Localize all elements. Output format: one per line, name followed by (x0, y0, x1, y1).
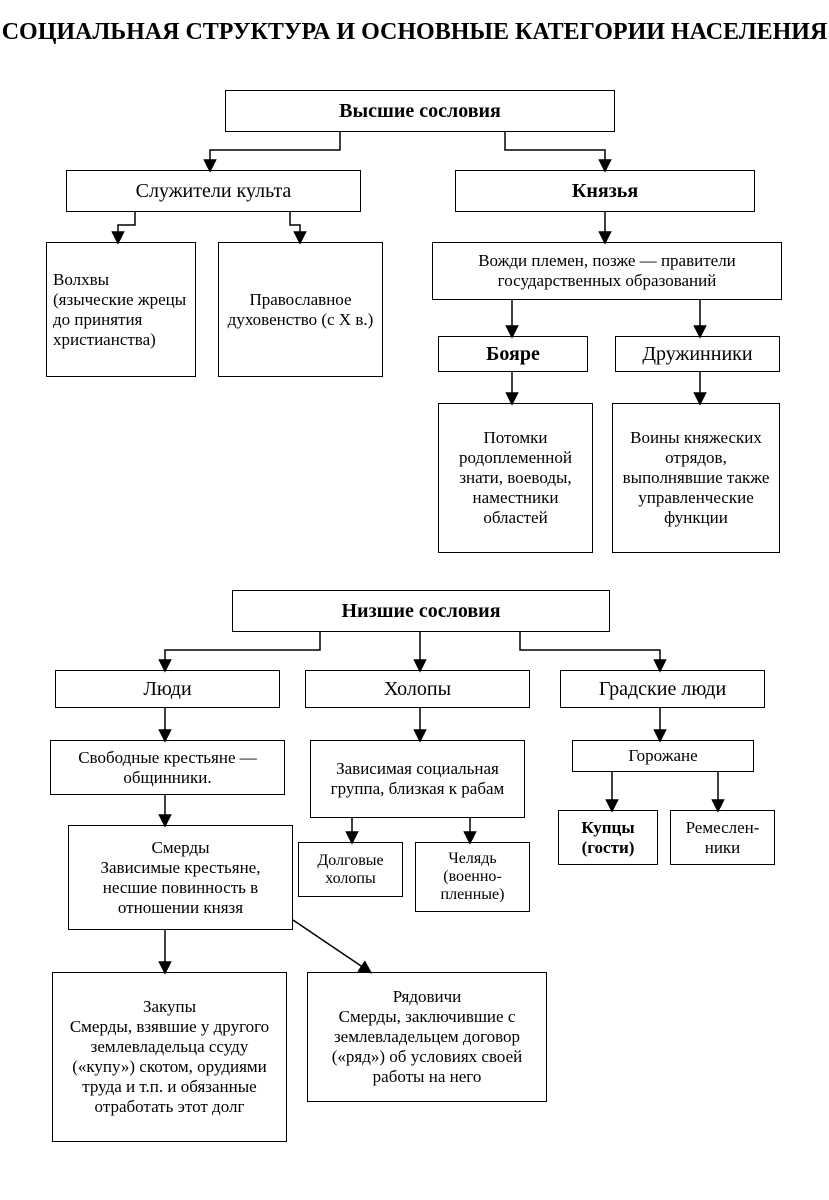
node-craftsmen: Ремеслен­ники (670, 810, 775, 865)
node-chelyad: Челядь (военно­пленные) (415, 842, 530, 912)
node-serfs_group: Зависимая социальная группа, близкая к р… (310, 740, 525, 818)
node-people: Люди (55, 670, 280, 708)
node-princes: Князья (455, 170, 755, 212)
edge-3 (290, 212, 300, 242)
node-townsmen: Градские люди (560, 670, 765, 708)
node-boyars_desc: Потомки родоплемен­ной знати, воеводы, н… (438, 403, 593, 553)
edge-0 (210, 132, 340, 170)
node-ryadovichi: РядовичиСмерды, заключившие с землевладе… (307, 972, 547, 1102)
node-druzh: Дружинники (615, 336, 780, 372)
edge-2 (118, 212, 135, 242)
edge-21 (293, 920, 370, 972)
node-kholopy: Холопы (305, 670, 530, 708)
edge-1 (505, 132, 605, 170)
node-free_peasants: Свободные крестьяне — общинники. (50, 740, 285, 795)
node-druzh_desc: Воины княжеских отрядов, выполнявшие так… (612, 403, 780, 553)
edge-11 (520, 632, 660, 670)
node-orthodox: Православное духовенство (с X в.) (218, 242, 383, 377)
node-volkhvy: Волхвы (языческие жрецы до принятия хрис… (46, 242, 196, 377)
node-debt_kholopy: Долговые холопы (298, 842, 403, 897)
edge-9 (165, 632, 320, 670)
diagram-root: { "style":{ "type":"flowchart", "page_wi… (0, 0, 829, 1200)
node-citizens: Горожане (572, 740, 754, 772)
node-top_estates: Высшие сословия (225, 90, 615, 132)
node-smerdy: СмердыЗависимые крестьяне, несшие повинн… (68, 825, 293, 930)
node-low_estates: Низшие сословия (232, 590, 610, 632)
node-chiefs: Вожди племен, позже — правители государс… (432, 242, 782, 300)
node-clergy: Служители культа (66, 170, 361, 212)
node-zakupy: ЗакупыСмерды, взявшие у другого землевла… (52, 972, 287, 1142)
diagram-title: СОЦИАЛЬНАЯ СТРУКТУРА И ОСНОВНЫЕ КАТЕГОРИ… (0, 18, 829, 47)
node-merchants: Купцы(гости) (558, 810, 658, 865)
node-boyars: Бояре (438, 336, 588, 372)
